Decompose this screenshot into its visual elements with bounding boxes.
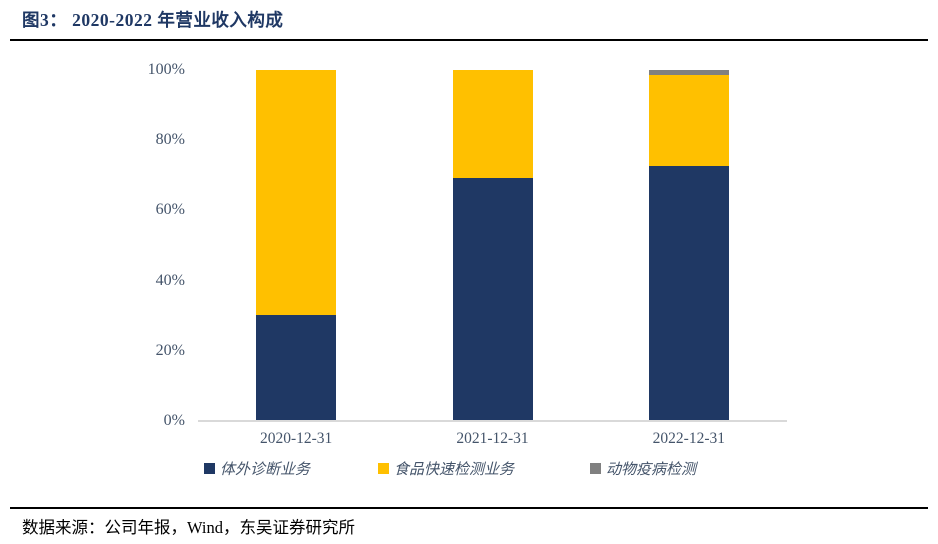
y-tick-label: 60%: [155, 201, 185, 219]
footer-divider: [10, 507, 928, 509]
bar-segment-食品快速检测业务-2022-12-31: [648, 74, 729, 167]
y-tick-label: 0%: [163, 412, 185, 429]
legend-label: 动物疫病检测: [606, 462, 697, 478]
bar-segment-动物疫病检测-2022-12-31: [648, 70, 729, 75]
bar-segment-食品快速检测业务-2020-12-31: [256, 70, 337, 315]
title-divider: [10, 39, 928, 41]
bar-segment-体外诊断业务-2022-12-31: [648, 166, 729, 421]
bar-segment-体外诊断业务-2021-12-31: [452, 178, 533, 421]
x-axis-line: [198, 420, 787, 422]
bar-segment-食品快速检测业务-2021-12-31: [452, 70, 533, 179]
figure-title: 图3： 2020-2022 年营业收入构成: [22, 10, 284, 30]
legend-swatch: [378, 463, 389, 474]
legend-item: 食品快速检测业务: [378, 458, 514, 479]
legend-label: 食品快速检测业务: [394, 462, 515, 478]
legend-swatch: [204, 463, 215, 474]
x-axis-label: 2021-12-31: [456, 430, 529, 447]
legend-swatch: [590, 463, 601, 474]
y-tick-label: 100%: [147, 61, 185, 78]
y-tick-label: 20%: [155, 341, 185, 359]
y-tick-label: 40%: [155, 271, 185, 289]
y-tick-label: 80%: [155, 131, 185, 149]
legend-label: 体外诊断业务: [220, 462, 311, 478]
legend-item: 体外诊断业务: [204, 458, 310, 479]
data-source: 数据来源：公司年报，Wind，东吴证券研究所: [22, 518, 355, 537]
legend-item: 动物疫病检测: [590, 458, 696, 479]
bar-segment-体外诊断业务-2020-12-31: [256, 314, 337, 421]
x-axis-label: 2020-12-31: [259, 430, 333, 447]
x-axis-label: 2022-12-31: [652, 430, 725, 447]
